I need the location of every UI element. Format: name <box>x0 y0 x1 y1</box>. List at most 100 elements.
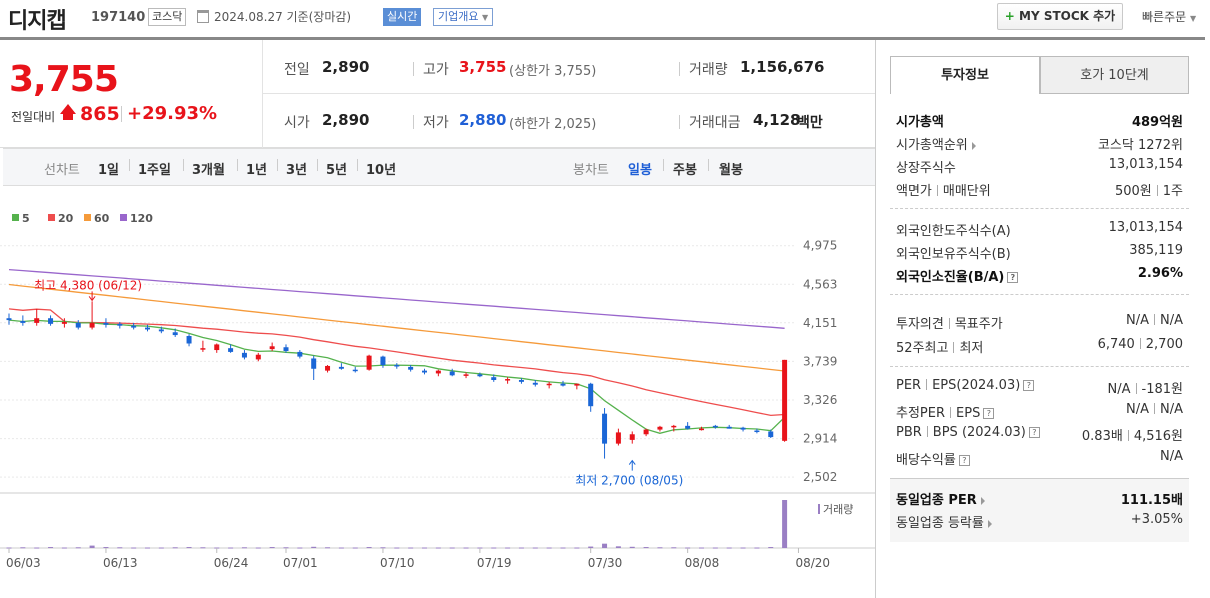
period-3m[interactable]: 3개월 <box>192 163 225 178</box>
volume-bar <box>546 547 552 549</box>
tab-investment-info[interactable]: 투자정보 <box>890 56 1040 94</box>
y-tick-label: 4,975 <box>803 239 837 253</box>
candle-monthly[interactable]: 월봉 <box>719 163 743 178</box>
volume-bar <box>352 547 358 549</box>
candle-body <box>643 429 649 435</box>
help-icon[interactable]: ? <box>1028 427 1040 438</box>
x-tick-label: 06/13 <box>103 556 138 570</box>
help-icon[interactable]: ? <box>958 455 970 466</box>
market-cap-rank-value: 코스닥 1272위 <box>1097 138 1183 153</box>
realtime-button[interactable]: 실시간 <box>383 8 422 26</box>
sector-change-label[interactable]: 동일업종 등락률 <box>896 512 992 531</box>
candle-body <box>505 379 511 381</box>
add-mystock-button[interactable]: + MY STOCK 추가 <box>997 3 1123 30</box>
volume-bar <box>435 547 441 549</box>
volume-bar <box>103 547 109 549</box>
divider <box>948 318 950 329</box>
volume-bar <box>325 547 331 549</box>
foreign-ratio-text: 외국인소진율(B/A) <box>896 270 1005 285</box>
volume-bar <box>200 547 206 549</box>
candle-body <box>338 366 344 369</box>
candle-weekly[interactable]: 주봉 <box>673 163 697 178</box>
candle-body <box>228 348 234 352</box>
amount-value: 4,128 <box>753 111 801 129</box>
help-icon[interactable]: ? <box>1023 380 1035 391</box>
sector-per-label[interactable]: 동일업종 PER <box>896 489 985 508</box>
tab-orderbook[interactable]: 호가 10단계 <box>1040 56 1189 94</box>
foreign-hold-value: 385,119 <box>1129 243 1183 258</box>
candle-body <box>200 348 206 350</box>
volume-bar <box>186 547 192 549</box>
volume-bar <box>643 547 649 549</box>
info-row: 동일업종 등락률 +3.05% <box>890 509 1189 532</box>
volume-bar <box>366 547 372 549</box>
date-text: 2024.08.27 기준(장마감) <box>214 10 352 24</box>
period-3y[interactable]: 3년 <box>286 163 308 178</box>
volume-bar <box>158 547 164 549</box>
candle-body <box>283 347 289 351</box>
candle-daily[interactable]: 일봉 <box>628 163 652 178</box>
divider <box>890 294 1189 295</box>
candle-body <box>768 431 774 438</box>
candle-body <box>671 425 677 428</box>
company-overview-button[interactable]: 기업개요 ▼ <box>433 8 494 26</box>
legend-label: 120 <box>130 212 153 225</box>
market-cap-label: 시가총액 <box>896 115 944 130</box>
period-10y[interactable]: 10년 <box>366 163 397 178</box>
high-annotation: 최고 4,380 (06/12) <box>34 278 142 292</box>
x-tick-label: 06/24 <box>214 556 249 570</box>
volume-bar <box>518 547 524 549</box>
quick-order-button[interactable]: 빠른주문 ▼ <box>1142 8 1196 25</box>
per-value: N/A -181원 <box>1108 378 1183 397</box>
shares-label: 상장주식수 <box>896 161 956 176</box>
y-tick-label: 3,326 <box>803 393 837 407</box>
volume-bar <box>422 547 427 549</box>
pbr-value-text: 0.83배 <box>1081 429 1123 444</box>
period-1w[interactable]: 1주일 <box>138 163 171 178</box>
sector-change-text: 동일업종 등락률 <box>896 516 984 531</box>
period-5y[interactable]: 5년 <box>326 163 348 178</box>
volume-label: 거래량 <box>823 503 853 516</box>
help-icon[interactable]: ? <box>983 408 995 419</box>
y-tick-label: 3,739 <box>803 354 837 368</box>
target-price-text: 목표주가 <box>954 317 1003 332</box>
candle-body <box>48 318 54 324</box>
candle-body <box>352 369 358 372</box>
opinion-value-text: N/A <box>1126 313 1149 328</box>
est-eps-value: N/A <box>1160 402 1183 417</box>
candle-body <box>269 346 275 350</box>
up-arrow-icon <box>628 459 636 465</box>
divider <box>679 62 680 76</box>
change-rate: +29.93% <box>127 103 218 124</box>
volume-bar <box>338 547 344 549</box>
candle-body <box>131 325 137 328</box>
eps-text: EPS(2024.03) <box>932 378 1021 393</box>
amount-unit: 백만 <box>797 115 823 131</box>
candle-body <box>422 370 427 373</box>
bps-text: BPS (2024.03) <box>932 425 1026 440</box>
52w-high-text: 52주최고 <box>896 341 949 356</box>
candle-body <box>6 318 12 321</box>
period-1y[interactable]: 1년 <box>246 163 268 178</box>
info-row: 시가총액 489억원 <box>890 108 1189 131</box>
volume-bar <box>754 547 760 549</box>
volume-bar <box>491 547 497 549</box>
52w-low-value: 2,700 <box>1145 337 1183 352</box>
company-overview-label: 기업개요 <box>438 10 479 23</box>
volume-bar <box>117 547 123 549</box>
trade-unit-text: 매매단위 <box>942 184 991 199</box>
est-per-value-text: N/A <box>1126 402 1149 417</box>
foreign-ratio-label: 외국인소진율(B/A)? <box>896 266 1019 285</box>
candle-body <box>518 379 524 382</box>
volume-bar <box>629 546 635 548</box>
divider <box>1139 338 1141 349</box>
prev-close-value: 2,890 <box>322 58 370 76</box>
lower-limit: (하한가 2,025) <box>509 117 597 132</box>
help-icon[interactable]: ? <box>1007 272 1019 283</box>
candle-body <box>740 427 746 430</box>
market-cap-rank-label[interactable]: 시가총액순위 <box>896 134 976 153</box>
volume-bar <box>145 547 150 549</box>
price-chart[interactable]: 4,975 4,563 4,151 3,739 3,326 2,914 2,502 5 20 60… <box>0 186 875 598</box>
period-1d[interactable]: 1일 <box>98 163 120 178</box>
divider <box>936 185 938 196</box>
